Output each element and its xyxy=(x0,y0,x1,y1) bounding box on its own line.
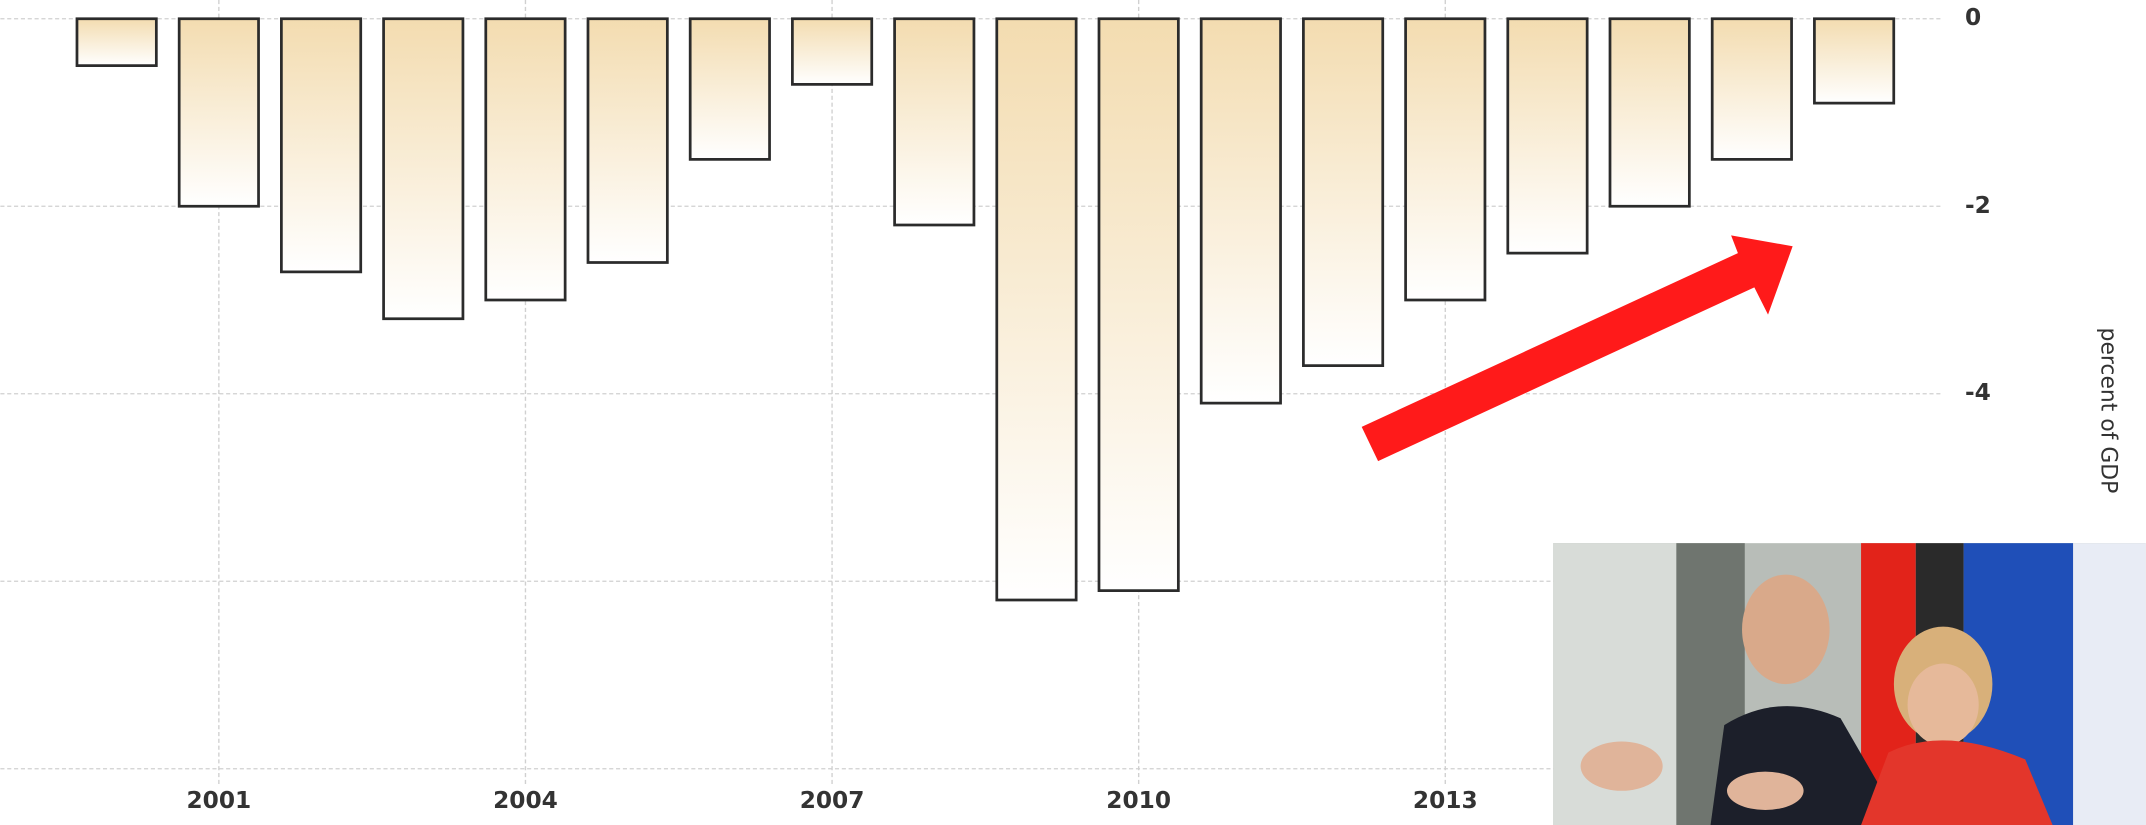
bar xyxy=(179,19,258,207)
bar xyxy=(1303,19,1382,366)
bar xyxy=(486,19,565,300)
bar xyxy=(1201,19,1280,403)
bar xyxy=(77,19,156,66)
chart: 0-2-4-6-820012004200720102013 percent of… xyxy=(0,0,2146,825)
bar xyxy=(997,19,1076,600)
bar xyxy=(1508,19,1587,253)
y-tick-label: -2 xyxy=(1965,192,1991,219)
x-tick-label: 2001 xyxy=(186,787,251,814)
y-tick-label: -4 xyxy=(1965,379,1991,406)
bar xyxy=(281,19,360,272)
x-tick-label: 2013 xyxy=(1413,787,1478,814)
x-tick-label: 2007 xyxy=(800,787,865,814)
bar xyxy=(895,19,974,225)
bar xyxy=(384,19,463,319)
y-axis-label: percent of GDP xyxy=(2095,328,2120,494)
bar xyxy=(792,19,871,85)
bar xyxy=(1099,19,1178,591)
bar xyxy=(1406,19,1485,300)
bar xyxy=(1814,19,1893,103)
x-tick-label: 2010 xyxy=(1106,787,1171,814)
bar xyxy=(1712,19,1791,160)
bar xyxy=(690,19,769,160)
bar xyxy=(1610,19,1689,207)
y-tick-label: 0 xyxy=(1965,4,1981,31)
x-tick-label: 2004 xyxy=(493,787,558,814)
photo xyxy=(1553,543,2145,825)
bar xyxy=(588,19,667,263)
